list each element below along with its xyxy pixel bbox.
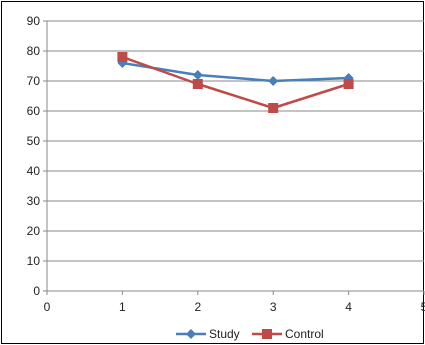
series-line-study: [122, 61, 349, 83]
y-tick-label: 90: [27, 14, 41, 28]
data-point-control: [117, 52, 128, 62]
data-point-control: [192, 79, 203, 89]
legend: Study Control: [176, 327, 324, 341]
series-layer: [117, 52, 354, 113]
data-point-control: [268, 103, 279, 113]
data-point-study: [192, 70, 203, 80]
x-tick-label: 0: [44, 300, 51, 314]
gridlines: [47, 20, 424, 262]
axes: [43, 20, 425, 295]
y-tick-label: 0: [33, 284, 40, 298]
x-tick-label: 4: [345, 300, 352, 314]
y-tick-label: 50: [27, 134, 41, 148]
y-tick-label: 60: [27, 104, 41, 118]
x-tick-label: 5: [421, 300, 425, 314]
x-tick-label: 2: [194, 300, 201, 314]
legend-label-study: Study: [209, 327, 240, 341]
legend-marker-study: [186, 329, 196, 339]
y-tick-label: 40: [27, 164, 41, 178]
y-axis-ticks: 0 10 20 30 40 50 60 70 80 90: [27, 14, 41, 298]
y-tick-label: 20: [27, 224, 41, 238]
series-line-control: [121, 55, 349, 110]
x-tick-label: 1: [119, 300, 126, 314]
x-axis-ticks: 0 1 2 3 4 5: [44, 300, 425, 314]
y-tick-label: 30: [27, 194, 41, 208]
y-tick-label: 70: [27, 74, 41, 88]
data-point-study: [268, 76, 279, 86]
y-tick-label: 80: [27, 44, 41, 58]
legend-label-control: Control: [285, 327, 324, 341]
data-point-control: [343, 79, 354, 89]
y-tick-label: 10: [27, 254, 41, 268]
legend-marker-control: [262, 329, 272, 339]
x-tick-label: 3: [270, 300, 277, 314]
